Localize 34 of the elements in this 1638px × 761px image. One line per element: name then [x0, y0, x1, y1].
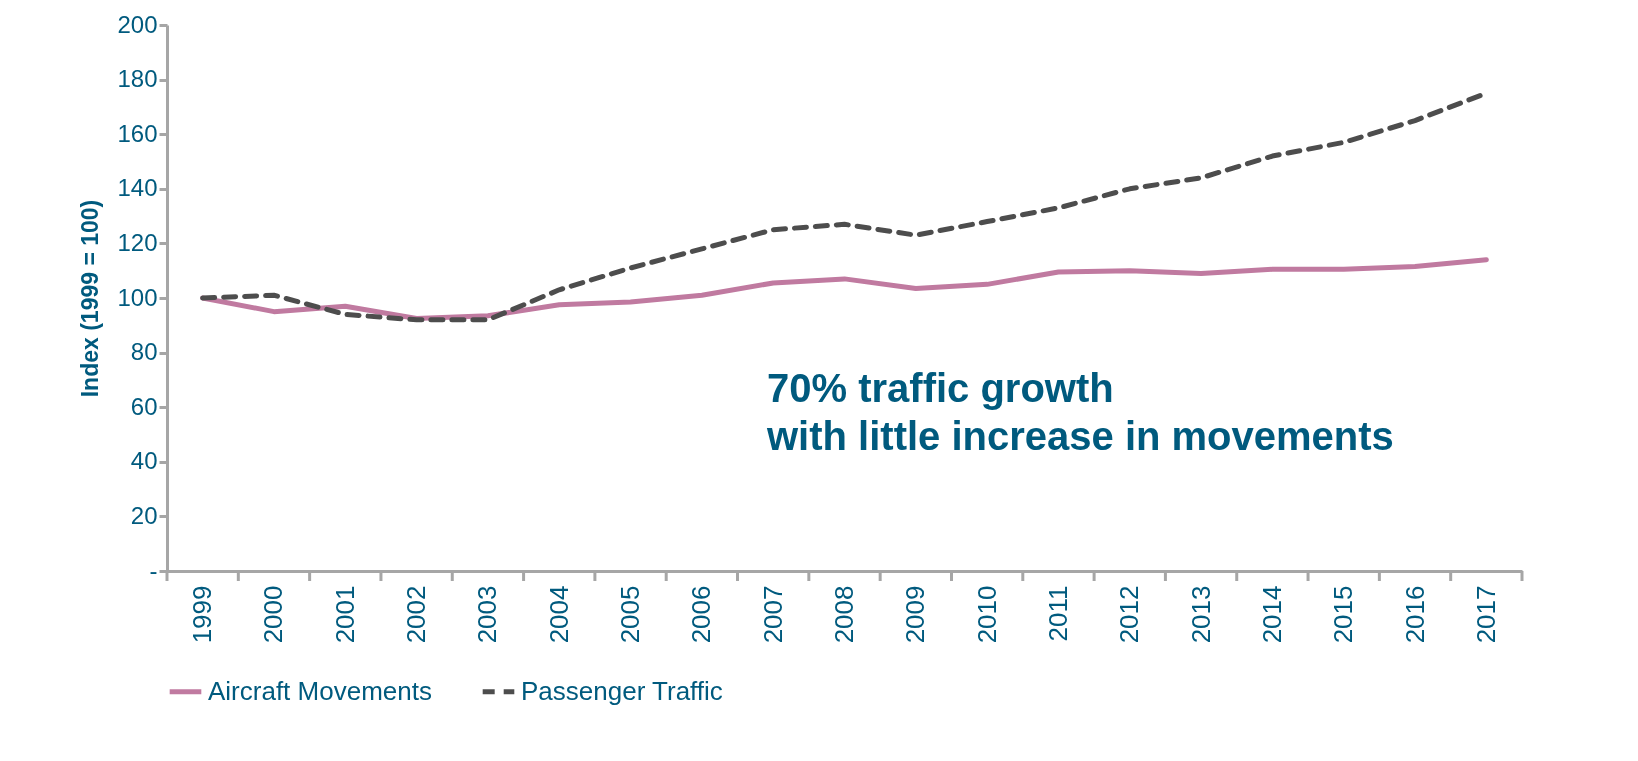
y-tick-label: 200 — [117, 10, 158, 38]
annotation: 70% traffic growth with little increase in movements — [766, 366, 1394, 458]
x-tick-label: 2006 — [686, 585, 717, 644]
x-tick-label: 2010 — [971, 585, 1002, 644]
y-axis-title: Index (1999 = 100) — [77, 199, 104, 398]
x-tick-label: 2005 — [615, 585, 646, 644]
y-tick-label: 20 — [130, 501, 158, 529]
x-tick-label: 2015 — [1328, 585, 1359, 644]
x-tick-label: 2013 — [1185, 585, 1216, 644]
y-tick-label: 40 — [130, 447, 158, 475]
y-tick-label: 80 — [130, 338, 158, 366]
x-tick-label: 2012 — [1114, 585, 1145, 644]
y-tick-label: 100 — [117, 283, 158, 311]
y-tick-label: - — [149, 556, 158, 584]
y-tick-label: 140 — [117, 174, 158, 202]
x-tick-label: 2016 — [1399, 585, 1430, 644]
x-tick-label: 2007 — [757, 585, 788, 644]
legend-label: Aircraft Movements — [208, 675, 432, 706]
x-tick-label: 2009 — [900, 585, 931, 644]
x-tick-label: 2014 — [1256, 585, 1287, 644]
x-tick-label: 2008 — [829, 585, 859, 644]
y-tick-label: 160 — [117, 119, 158, 147]
x-tick-label: 2001 — [329, 585, 360, 644]
x-tick-label: 2002 — [401, 585, 432, 644]
x-tick-label: 2004 — [543, 585, 574, 644]
x-tick-label: 2000 — [258, 585, 289, 644]
x-tick-label: 2011 — [1042, 585, 1073, 642]
legend-label: Passenger Traffic — [521, 675, 723, 706]
x-tick-label: 2003 — [472, 585, 503, 644]
y-tick-label: 120 — [117, 228, 158, 256]
y-tick-label: 60 — [130, 392, 158, 420]
x-tick-label: 1999 — [187, 585, 218, 644]
y-tick-label: 180 — [117, 65, 158, 93]
x-tick-label: 2017 — [1470, 585, 1501, 644]
